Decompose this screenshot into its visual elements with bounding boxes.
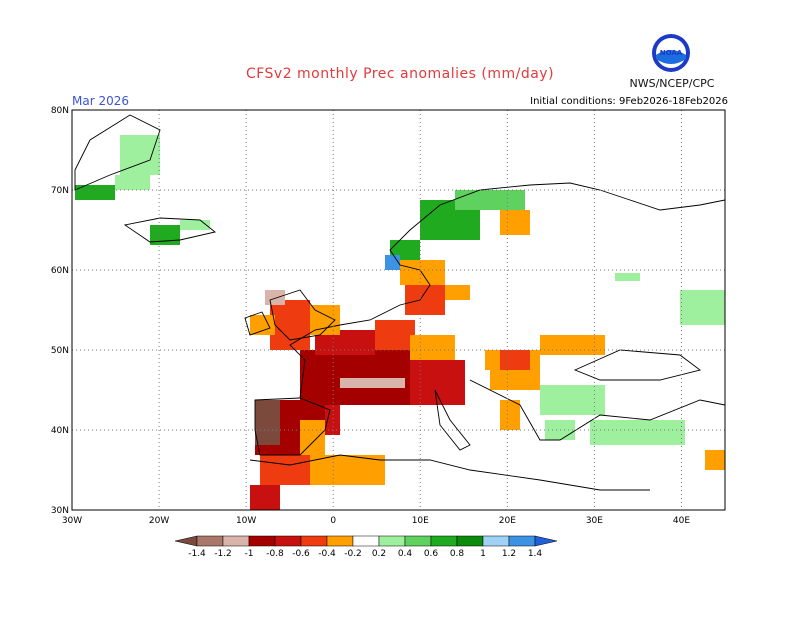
lon-tick-label: 10W xyxy=(236,516,256,526)
coastlines xyxy=(74,114,726,491)
legend-label: 0.6 xyxy=(424,549,439,559)
noaa-logo-icon: NOAA xyxy=(652,34,690,72)
legend-swatch xyxy=(352,535,380,547)
legend-label: -1.4 xyxy=(188,549,206,559)
color-legend: -1.4 -1.2 -1 -0.8 -0.6 -0.4 -0.2 0.2 0.4 0.6 0.8 1 1… xyxy=(174,535,558,559)
lon-tick-label: 40E xyxy=(673,516,690,526)
map-title: CFSv2 monthly Prec anomalies (mm/day) xyxy=(245,66,555,82)
legend-swatch xyxy=(534,535,558,547)
legend-swatch xyxy=(456,535,484,547)
lat-tick-label: 30N xyxy=(51,506,69,516)
initial-conditions: Initial conditions: 9Feb2026-18Feb2026 xyxy=(530,96,728,107)
lat-tick-label: 70N xyxy=(51,186,69,196)
legend-swatch xyxy=(174,535,198,547)
legend-label: 0.8 xyxy=(450,549,465,559)
legend-swatch xyxy=(378,535,406,547)
logo-text: NOAA xyxy=(660,49,683,57)
legend-label: 1 xyxy=(480,549,486,559)
legend-swatch xyxy=(300,535,328,547)
legend-swatch xyxy=(222,535,250,547)
map-frame xyxy=(71,109,726,511)
lon-tick-label: 10E xyxy=(412,516,429,526)
legend-label: -0.6 xyxy=(292,549,310,559)
legend-swatch xyxy=(326,535,354,547)
legend-label: -0.8 xyxy=(266,549,284,559)
legend-swatch xyxy=(404,535,432,547)
legend-swatch xyxy=(508,535,536,547)
lat-tick-label: 40N xyxy=(51,426,69,436)
lon-tick-label: 20E xyxy=(499,516,516,526)
lon-tick-label: 20W xyxy=(149,516,169,526)
legend-label: -1 xyxy=(245,549,254,559)
lon-tick-label: 30E xyxy=(586,516,603,526)
legend-swatch xyxy=(196,535,224,547)
legend-label: -0.2 xyxy=(344,549,362,559)
legend-swatch xyxy=(430,535,458,547)
month-label: Mar 2026 xyxy=(72,94,129,108)
legend-label: 0.4 xyxy=(398,549,413,559)
anomaly-field xyxy=(75,135,725,510)
legend-label: 1.4 xyxy=(528,549,543,559)
longitude-tick-labels: 30W 20W 10W 0 10E 20E 30E 40E xyxy=(62,516,691,526)
lat-tick-label: 50N xyxy=(51,346,69,356)
legend-swatch xyxy=(482,535,510,547)
legend-label: 0.2 xyxy=(372,549,386,559)
lat-tick-label: 60N xyxy=(51,266,69,276)
lon-tick-label: 30W xyxy=(62,516,82,526)
legend-swatch xyxy=(248,535,276,547)
legend-label: -0.4 xyxy=(318,549,336,559)
latitude-tick-labels: 30N 40N 50N 60N 70N 80N xyxy=(51,106,69,516)
legend-label: 1.2 xyxy=(502,549,516,559)
lat-lon-grid xyxy=(71,109,725,511)
legend-swatch xyxy=(274,535,302,547)
lat-tick-label: 80N xyxy=(51,106,69,116)
agency-label: NWS/NCEP/CPC xyxy=(629,77,715,90)
legend-label: -1.2 xyxy=(214,549,232,559)
lon-tick-label: 0 xyxy=(330,516,336,526)
